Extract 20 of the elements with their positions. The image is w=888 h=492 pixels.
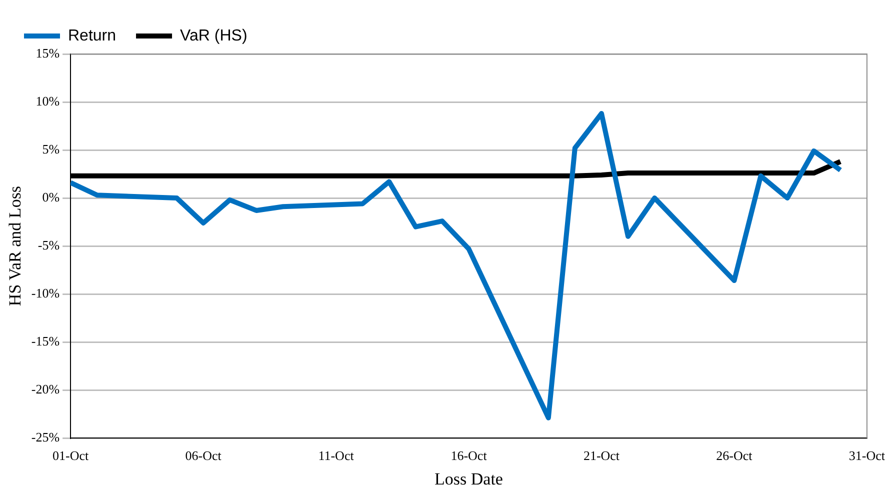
x-tick-label: 26-Oct [716, 448, 753, 464]
x-tick-label: 31-Oct [848, 448, 886, 464]
x-tick-label: 06-Oct [185, 448, 222, 464]
x-tick-label: 21-Oct [583, 448, 620, 464]
y-axis-title: HS VaR and Loss [6, 186, 25, 306]
y-tick-label: 5% [42, 141, 60, 156]
y-tick-label: -25% [31, 429, 60, 444]
y-tick-label: 15% [36, 45, 60, 60]
y-tick-label: 0% [42, 189, 60, 204]
x-tick-label: 16-Oct [450, 448, 488, 464]
y-tick-label: -20% [31, 381, 60, 396]
y-tick-label: 10% [36, 93, 60, 108]
y-tick-label: -10% [31, 285, 60, 300]
y-tick-label: -15% [31, 333, 60, 348]
legend-label: VaR (HS) [180, 27, 248, 44]
legend-label: Return [68, 27, 116, 44]
x-tick-label: 01-Oct [52, 448, 89, 464]
y-tick-label: -5% [38, 237, 60, 252]
x-tick-label: 11-Oct [318, 448, 354, 464]
x-axis-title: Loss Date [434, 469, 503, 488]
